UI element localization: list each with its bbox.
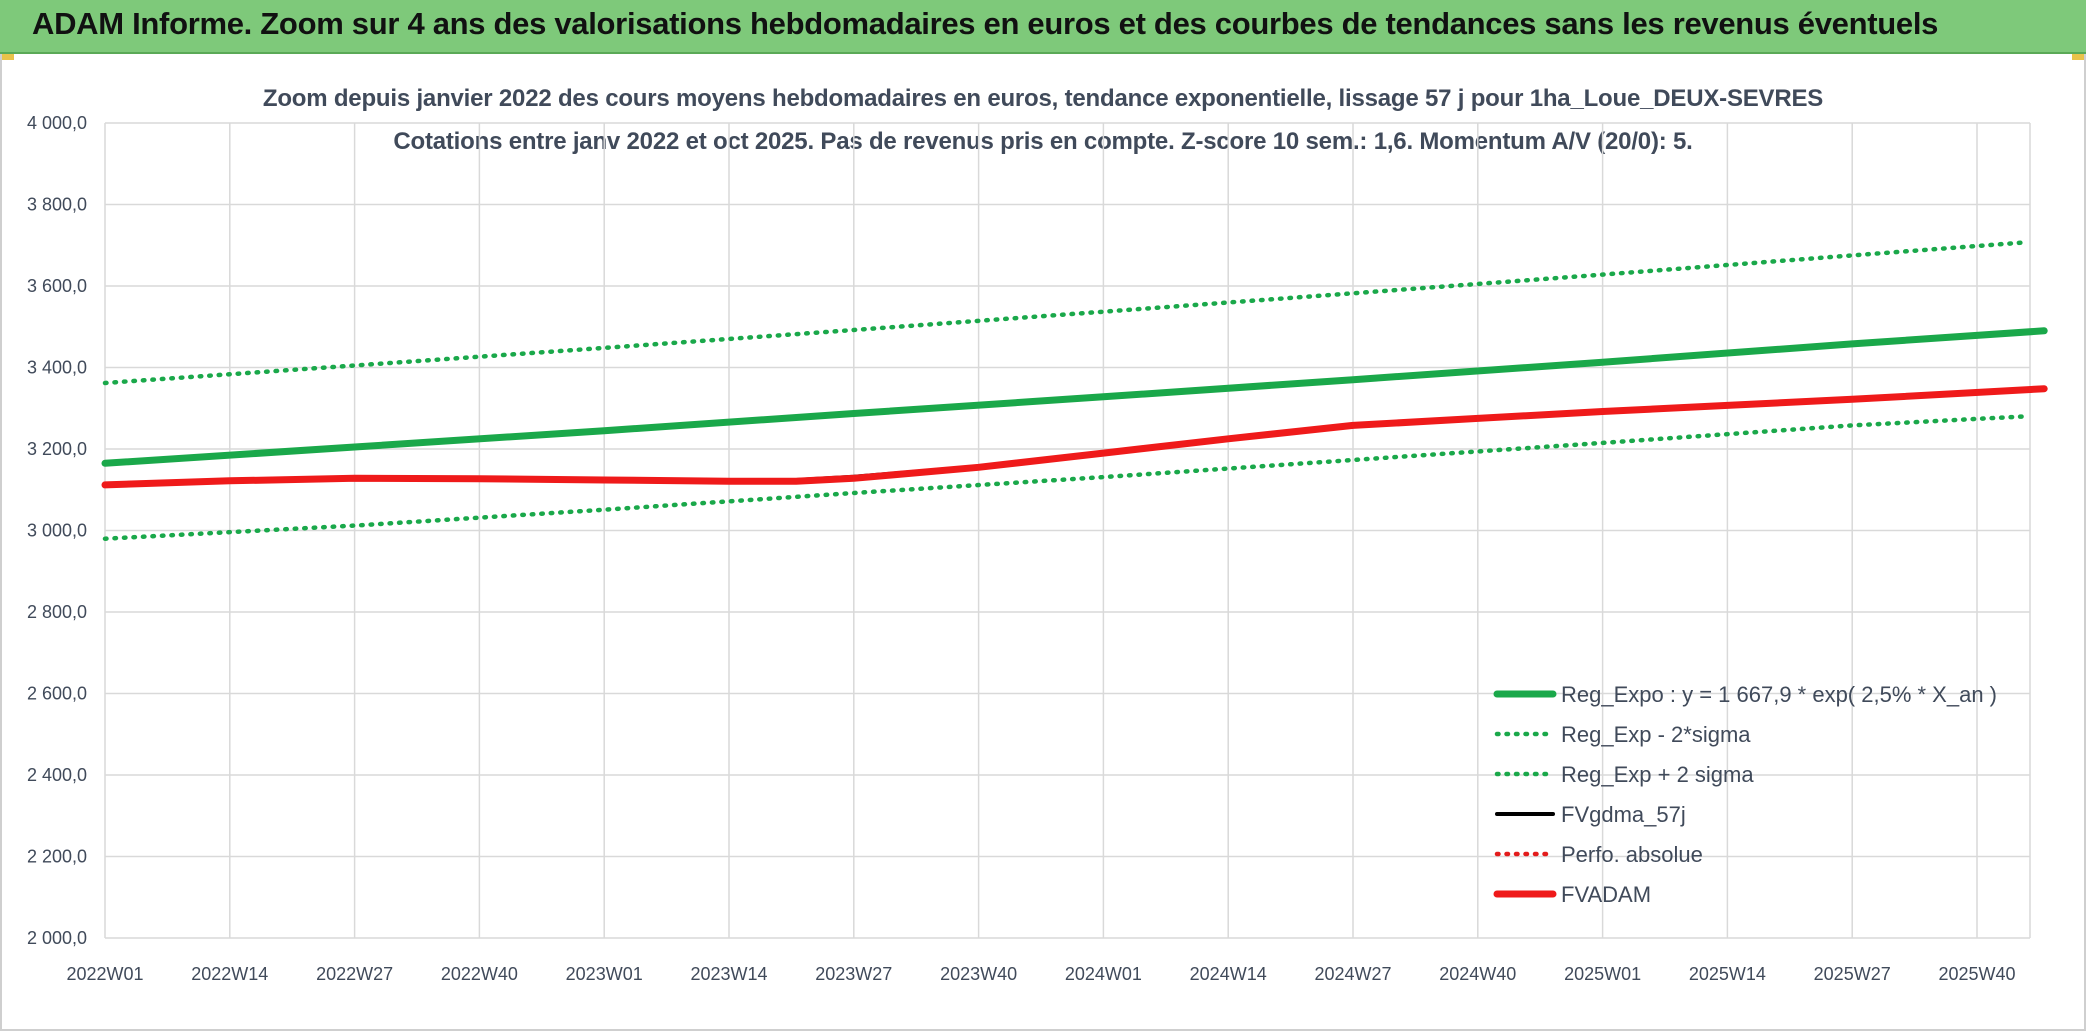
x-tick-label: 2024W14 (1190, 964, 1267, 984)
x-tick-label: 2024W40 (1439, 964, 1516, 984)
y-tick-label: 3 400,0 (27, 358, 87, 378)
y-tick-label: 2 400,0 (27, 765, 87, 785)
x-tick-label: 2022W40 (441, 964, 518, 984)
x-tick-label: 2022W27 (316, 964, 393, 984)
x-tick-label: 2022W14 (191, 964, 268, 984)
x-tick-label: 2022W01 (66, 964, 143, 984)
x-tick-label: 2023W14 (690, 964, 767, 984)
y-tick-label: 3 200,0 (27, 439, 87, 459)
legend-label: FVgdma_57j (1561, 802, 1686, 827)
y-tick-label: 2 800,0 (27, 602, 87, 622)
x-tick-label: 2025W40 (1938, 964, 2015, 984)
x-tick-label: 2024W27 (1314, 964, 1391, 984)
y-tick-label: 3 000,0 (27, 521, 87, 541)
y-tick-label: 3 800,0 (27, 195, 87, 215)
y-tick-label: 2 600,0 (27, 684, 87, 704)
y-tick-label: 4 000,0 (27, 113, 87, 133)
x-tick-label: 2025W27 (1814, 964, 1891, 984)
x-tick-label: 2025W01 (1564, 964, 1641, 984)
corner-mark-left (0, 54, 14, 60)
chart-border (0, 54, 2086, 1031)
legend-label: Reg_Exp + 2 sigma (1561, 762, 1754, 787)
legend-label: Reg_Exp - 2*sigma (1561, 722, 1751, 747)
series-line-2 (102, 240, 2028, 386)
x-tick-label: 2025W14 (1689, 964, 1766, 984)
chart-subtitle: Cotations entre janv 2022 et oct 2025. P… (393, 128, 1693, 155)
x-tick-label: 2023W01 (566, 964, 643, 984)
header-bar: ADAM Informe. Zoom sur 4 ans des valoris… (0, 0, 2086, 54)
legend-label: Perfo. absolue (1561, 842, 1703, 867)
corner-mark-right (2072, 54, 2086, 60)
legend-label: Reg_Expo : y = 1 667,9 * exp( 2,5% * X_a… (1561, 682, 1997, 707)
series-line-1 (102, 414, 2028, 541)
y-tick-label: 2 200,0 (27, 847, 87, 867)
x-tick-label: 2023W27 (815, 964, 892, 984)
series-line-5 (101, 385, 2048, 489)
series-line-0 (101, 327, 2048, 467)
legend-label: FVADAM (1561, 882, 1651, 907)
y-tick-label: 3 600,0 (27, 276, 87, 296)
header-title: ADAM Informe. Zoom sur 4 ans des valoris… (32, 6, 1939, 41)
x-tick-label: 2024W01 (1065, 964, 1142, 984)
y-tick-label: 2 000,0 (27, 928, 87, 948)
chart-title: Zoom depuis janvier 2022 des cours moyen… (262, 85, 1824, 112)
x-tick-label: 2023W40 (940, 964, 1017, 984)
